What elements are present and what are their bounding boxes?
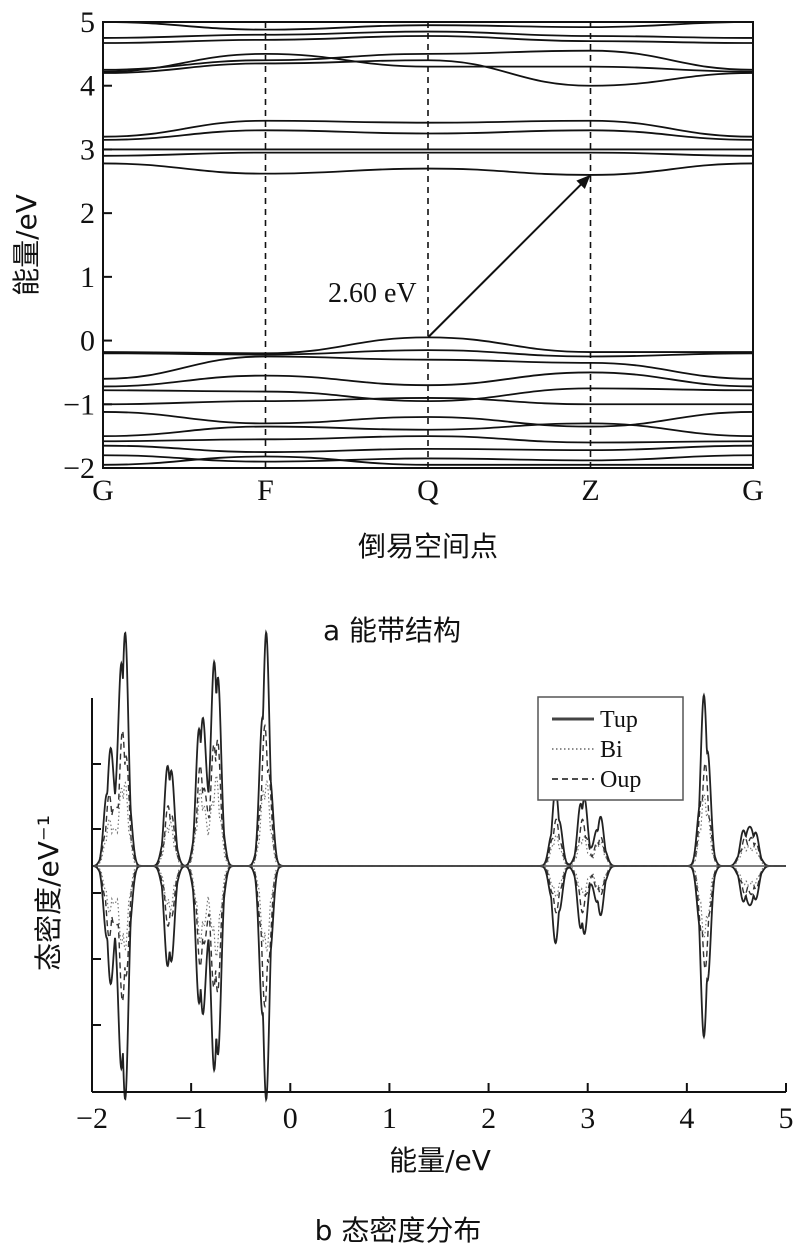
- band-line: [102, 411, 754, 428]
- band-line: [102, 151, 754, 157]
- band-gap-arrow-line: [427, 174, 592, 339]
- band-line: [102, 349, 754, 358]
- band-y-tick-label: −2: [63, 452, 95, 485]
- legend-box: [537, 696, 684, 801]
- band-y-tick-label: −1: [63, 388, 95, 421]
- band-x-axis-title: 倒易空间点: [358, 530, 498, 563]
- band-y-tick-label: 2: [80, 197, 95, 230]
- band-line: [102, 355, 754, 380]
- dos-x-tick-label: 1: [382, 1102, 397, 1135]
- band-y-axis-title: 能量/eV: [10, 194, 43, 296]
- dos-tup-curve: [91, 865, 786, 1103]
- dos-x-ticks: −2 −1 0 1 2 3 4 5: [76, 1083, 794, 1135]
- dos-curves: [91, 629, 786, 1103]
- dos-legend: Tup Bi Oup: [537, 696, 684, 801]
- band-line: [102, 444, 754, 453]
- dos-x-axis-title: 能量/eV: [389, 1144, 491, 1177]
- band-gap-label: 2.60 eV: [328, 278, 417, 309]
- band-caption: a 能带结构: [323, 614, 461, 647]
- dos-caption: b 态密度分布: [315, 1214, 482, 1247]
- band-y-tick-label: 5: [80, 6, 95, 39]
- dos-x-tick-label: −1: [175, 1102, 207, 1135]
- band-gap-arrow-head: [576, 174, 591, 190]
- legend-bi-label: Bi: [600, 737, 623, 763]
- band-y-tick-label: 0: [80, 325, 95, 358]
- band-y-tick-label: 1: [80, 261, 95, 294]
- band-line: [102, 49, 754, 71]
- band-lines: [102, 21, 754, 466]
- dos-x-tick-label: 4: [679, 1102, 694, 1135]
- band-y-tick-label: 4: [80, 70, 95, 103]
- band-kpoint-label: Z: [581, 474, 599, 507]
- dos-x-tick-label: 0: [283, 1102, 298, 1135]
- band-plot-frame: [102, 21, 754, 469]
- dos-panel: −2 −1 0 1 2 3 4 5 Tup Bi Oup 能量/eV 态密度/eV⁻¹ b 态…: [32, 629, 794, 1247]
- band-kpoint-label: Q: [417, 474, 439, 507]
- band-line: [102, 30, 754, 39]
- band-y-tick-label: 3: [80, 133, 95, 166]
- band-kpoint-label: G: [742, 474, 764, 507]
- dos-x-tick-label: 5: [779, 1102, 794, 1135]
- legend-tup-label: Tup: [600, 707, 638, 733]
- band-y-ticks: −2 −1 0 1 2 3 4 5: [63, 6, 112, 485]
- dos-x-tick-label: 3: [580, 1102, 595, 1135]
- dos-y-ticks: [92, 763, 101, 1026]
- band-structure-panel: −2 −1 0 1 2 3 4 5 G F Q Z G 2.60 eV 倒易空间点 能量/eV a 能…: [10, 6, 764, 647]
- band-kpoint-label: G: [92, 474, 114, 507]
- legend-oup-label: Oup: [600, 767, 641, 793]
- band-line: [102, 336, 753, 355]
- dos-y-axis-title: 态密度/eV⁻¹: [32, 815, 65, 971]
- dos-x-tick-label: 2: [481, 1102, 496, 1135]
- kpoint-dividers: [264, 22, 592, 468]
- band-gap-arrow: [427, 174, 592, 339]
- band-line: [102, 435, 754, 444]
- band-line: [102, 454, 754, 463]
- dos-x-tick-label: −2: [76, 1102, 108, 1135]
- band-kpoint-label: F: [257, 474, 274, 507]
